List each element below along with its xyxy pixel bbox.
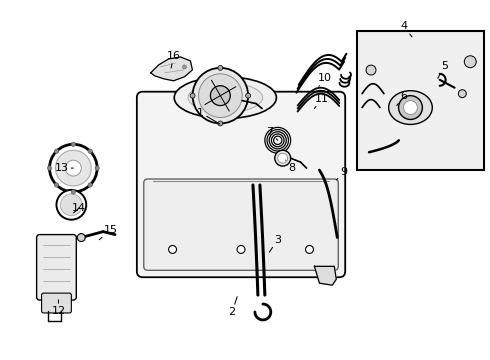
- Circle shape: [71, 142, 75, 147]
- Circle shape: [278, 153, 288, 163]
- Text: 16: 16: [167, 51, 180, 68]
- Circle shape: [218, 121, 223, 126]
- Circle shape: [56, 190, 86, 220]
- Circle shape: [54, 183, 59, 187]
- Text: 2: 2: [228, 297, 237, 317]
- Text: 7: 7: [266, 127, 278, 140]
- Circle shape: [54, 149, 59, 153]
- Text: 12: 12: [51, 300, 66, 316]
- Ellipse shape: [389, 91, 432, 125]
- Circle shape: [190, 93, 195, 98]
- Circle shape: [88, 149, 92, 153]
- Circle shape: [95, 166, 99, 170]
- Text: 14: 14: [72, 203, 86, 213]
- Text: 8: 8: [286, 160, 295, 173]
- Circle shape: [210, 86, 230, 105]
- Ellipse shape: [188, 83, 263, 113]
- Text: 15: 15: [99, 225, 118, 240]
- Circle shape: [458, 90, 466, 98]
- Circle shape: [48, 166, 52, 170]
- Text: 5: 5: [438, 61, 448, 78]
- Circle shape: [366, 65, 376, 75]
- Text: 6: 6: [397, 91, 407, 105]
- Text: 10: 10: [318, 73, 331, 86]
- Circle shape: [275, 150, 291, 166]
- Circle shape: [49, 144, 97, 192]
- Text: 3: 3: [270, 234, 281, 252]
- Circle shape: [60, 194, 82, 216]
- Circle shape: [465, 56, 476, 68]
- FancyBboxPatch shape: [144, 179, 338, 270]
- Ellipse shape: [174, 77, 276, 118]
- FancyBboxPatch shape: [137, 92, 345, 277]
- Circle shape: [193, 68, 248, 123]
- FancyBboxPatch shape: [37, 235, 76, 300]
- Circle shape: [404, 100, 417, 114]
- Circle shape: [77, 234, 85, 242]
- Text: 1: 1: [197, 108, 220, 124]
- Circle shape: [182, 65, 187, 69]
- Circle shape: [218, 66, 223, 70]
- Text: 13: 13: [54, 163, 74, 173]
- Text: 4: 4: [400, 21, 412, 37]
- FancyBboxPatch shape: [42, 293, 72, 313]
- Text: 9: 9: [336, 167, 348, 180]
- Bar: [357, 31, 484, 170]
- Circle shape: [71, 190, 75, 194]
- Circle shape: [237, 246, 245, 253]
- Circle shape: [306, 246, 314, 253]
- Circle shape: [398, 96, 422, 120]
- Polygon shape: [151, 57, 193, 81]
- Polygon shape: [315, 266, 336, 285]
- Circle shape: [169, 246, 176, 253]
- Circle shape: [55, 150, 91, 186]
- Circle shape: [245, 93, 250, 98]
- Circle shape: [198, 74, 242, 117]
- Text: 11: 11: [315, 94, 328, 109]
- Circle shape: [88, 183, 92, 187]
- Circle shape: [65, 160, 81, 176]
